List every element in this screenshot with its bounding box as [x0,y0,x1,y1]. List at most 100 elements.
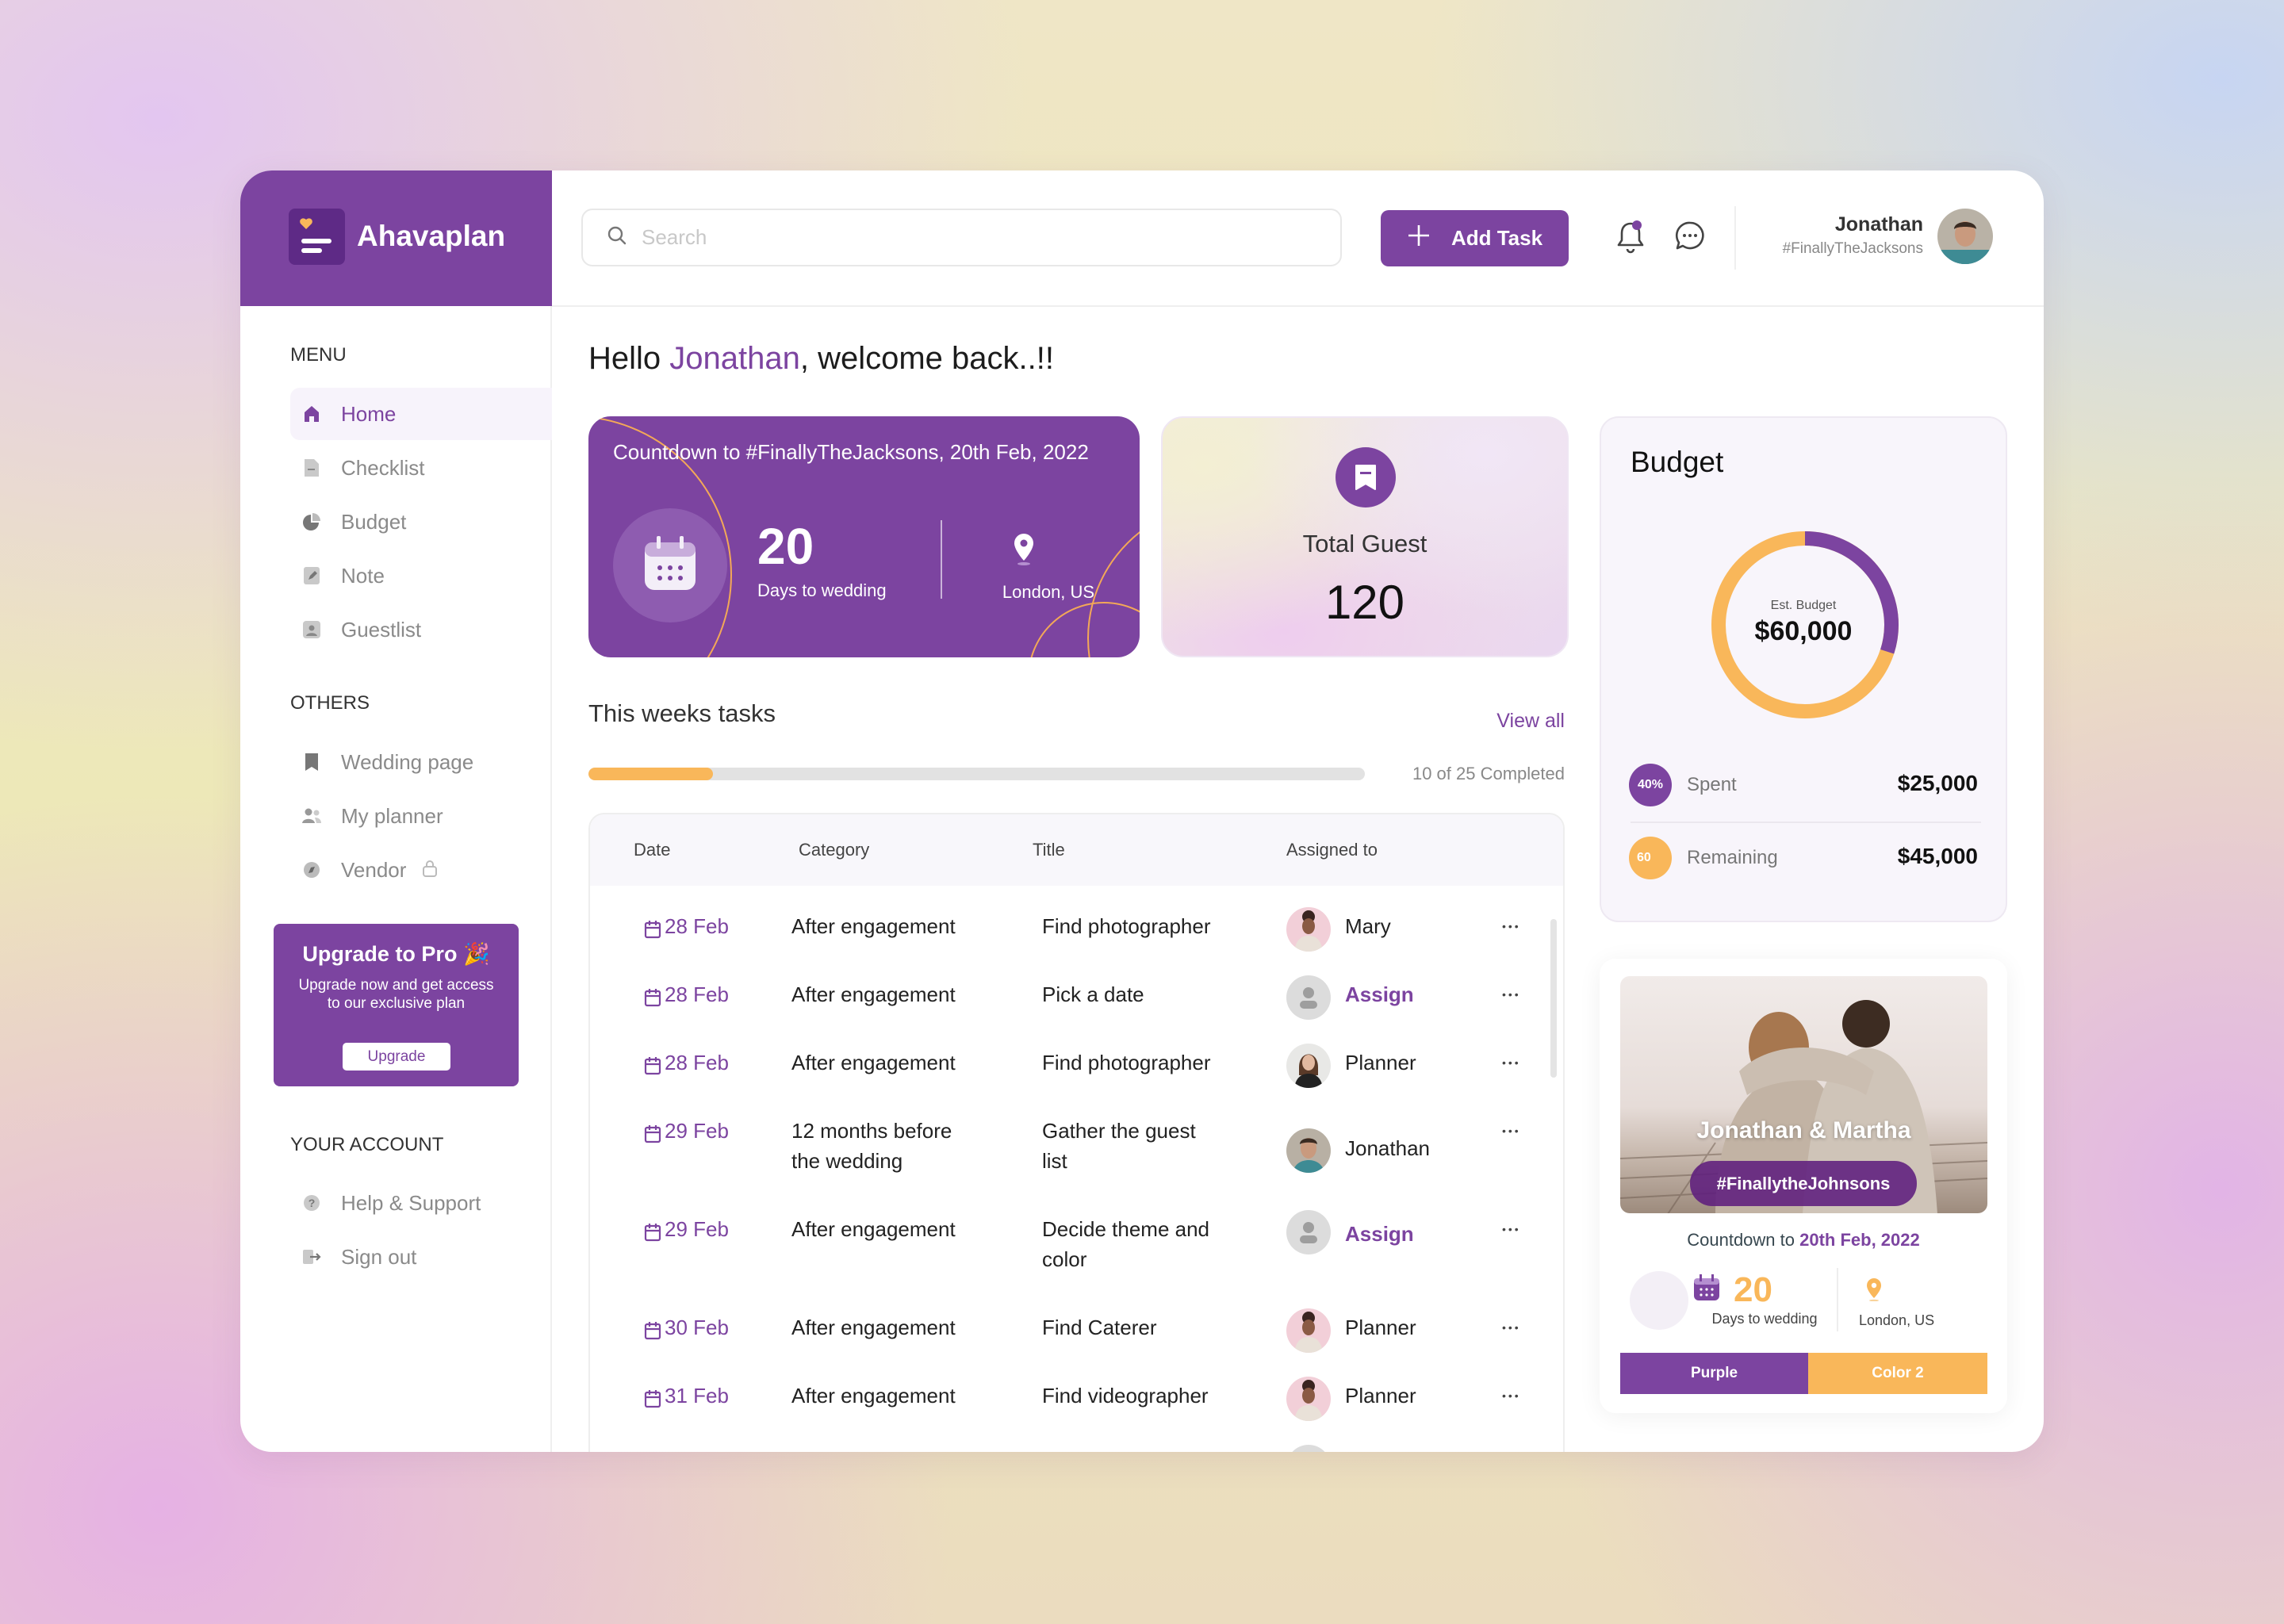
task-title: Find videographer [1042,1384,1209,1408]
calendar-icon [644,1386,661,1416]
sidebar-item-sign-out[interactable]: Sign out [290,1231,552,1283]
task-title: Find photographer [1042,1051,1211,1074]
user-tag: #FinallyTheJacksons [1782,240,1923,257]
assignee-avatar [1286,1128,1331,1173]
calendar-icon [644,535,696,596]
table-row[interactable]: 29 Feb After engagement Decide theme and c… [590,1195,1563,1293]
countdown-title: Countdown to #FinallyTheJacksons, 20th F… [613,440,1089,464]
assignee-avatar[interactable] [1286,1210,1331,1254]
app-window: Ahavaplan MENU Home Checklist Budget Note Gu… [240,170,2044,1452]
calendar-icon [644,1220,661,1250]
sidebar-item-note[interactable]: Note [290,550,552,602]
assignee-name: Jonathan [1345,1136,1430,1160]
remaining-badge: 60 [1629,837,1672,879]
location: London, US [1002,582,1095,602]
assignee-avatar[interactable] [1286,975,1331,1020]
more-options-icon[interactable]: ••• [1502,1223,1521,1235]
remaining-label: Remaining [1687,847,1778,868]
search-input[interactable] [642,225,1276,250]
column-header: Title [1033,840,1065,860]
task-category: After engagement [791,982,956,1006]
table-scrollbar[interactable] [1550,919,1557,1078]
calendar-icon [644,1121,661,1151]
color-swatch-2[interactable]: Color 2 [1808,1353,1987,1394]
table-row[interactable]: 31 Feb After engagement Find videographer P… [590,1362,1563,1430]
wedding-days-label: Days to wedding [1711,1311,1818,1327]
add-task-button[interactable]: Add Task [1381,210,1569,266]
task-date: 29 Feb [665,1217,729,1241]
task-date: 31 Feb [665,1449,729,1452]
more-options-icon[interactable]: ••• [1502,1389,1521,1402]
placeholder-circle [1630,1271,1688,1330]
lock-icon [422,859,438,882]
assignee-name: Planner [1345,1316,1416,1339]
assignee-avatar[interactable] [1286,1445,1331,1452]
calendar-icon [644,985,661,1015]
task-title: Pick a date [1042,982,1144,1006]
upgrade-text: to our exclusive plan [327,995,466,1012]
task-category: After engagement [791,1051,956,1074]
more-options-icon[interactable]: ••• [1502,1124,1521,1137]
budget-total: $60,000 [1754,616,1853,646]
sidebar-item-my-planner[interactable]: My planner [290,790,552,842]
sidebar-item-guestlist[interactable]: Guestlist [290,603,552,656]
remaining-value: $45,000 [1897,844,1978,868]
table-row[interactable]: 31 Feb After engagement Gather the guest l… [590,1430,1563,1452]
task-title: Find photographer [1042,914,1211,938]
user-info[interactable]: Jonathan #FinallyTheJacksons [1783,212,1923,261]
party-icon: 🎉 [462,942,490,966]
table-row[interactable]: 28 Feb After engagement Pick a date Assign •… [590,960,1563,1028]
more-options-icon[interactable]: ••• [1502,988,1521,1001]
sidebar-item-label: Guestlist [341,617,422,642]
assignee-name: Planner [1345,1384,1416,1408]
more-options-icon[interactable]: ••• [1502,1321,1521,1334]
upgrade-button[interactable]: Upgrade [343,1043,450,1071]
assign-button[interactable]: Assign [1345,982,1414,1006]
total-guest-card: Total Guest 120 [1161,416,1569,657]
pie-chart-icon [301,511,322,532]
assignee-avatar [1286,1308,1331,1353]
budget-card: Budget Est. Budget $60,000 40% Spent $25… [1600,416,2007,922]
assign-button[interactable]: Assign [1345,1222,1414,1246]
sidebar-item-vendor[interactable]: Vendor [290,844,552,896]
sign-out-icon [301,1247,322,1267]
assignee-name: Mary [1345,914,1391,938]
sidebar-item-budget[interactable]: Budget [290,496,552,548]
color-swatch-purple[interactable]: Purple [1620,1353,1808,1394]
sidebar-item-label: Checklist [341,455,425,480]
sidebar-item-checklist[interactable]: Checklist [290,442,552,494]
table-row[interactable]: 30 Feb After engagement Find Caterer Planne… [590,1293,1563,1362]
guest-label: Total Guest [1302,530,1428,557]
sidebar-item-wedding-page[interactable]: Wedding page [290,736,552,788]
table-row[interactable]: 28 Feb After engagement Find photographer P… [590,1028,1563,1097]
more-options-icon[interactable]: ••• [1502,1056,1521,1069]
user-avatar[interactable] [1937,209,1993,264]
table-row[interactable]: 29 Feb 12 months before the wedding Gather… [590,1097,1563,1195]
table-row[interactable]: 28 Feb After engagement Find photographer M… [590,892,1563,960]
wedding-page-card[interactable]: Jonathan & Martha #FinallytheJohnsons Co… [1600,959,2007,1413]
plus-icon [1407,224,1431,253]
search-bar[interactable] [581,209,1342,266]
more-options-icon[interactable]: ••• [1502,920,1521,933]
sidebar-item-help-support[interactable]: ? Help & Support [290,1177,552,1229]
sidebar-item-home[interactable]: Home [290,388,552,440]
task-date: 30 Feb [665,1316,729,1339]
user-name: Jonathan [1834,213,1923,236]
view-all-link[interactable]: View all [1496,710,1565,732]
bookmark-icon [301,752,322,772]
home-icon [301,404,322,424]
sidebar-item-label: My planner [341,803,443,828]
chat-icon[interactable] [1674,220,1706,257]
notification-bell-icon[interactable] [1615,220,1646,259]
donut-spent-arc [1711,531,1899,718]
budget-title: Budget [1631,446,1724,478]
add-task-label: Add Task [1450,226,1543,250]
wedding-divider [1837,1268,1838,1331]
vendor-icon [301,860,322,880]
tasks-progress-text: 10 of 25 Completed [1412,764,1565,783]
wedding-days: 20 [1734,1270,1772,1309]
upgrade-title: Upgrade to Pro 🎉 [302,942,490,966]
decorative-arcs [588,416,1140,657]
checklist-icon [301,458,322,478]
task-date: 28 Feb [665,982,729,1006]
